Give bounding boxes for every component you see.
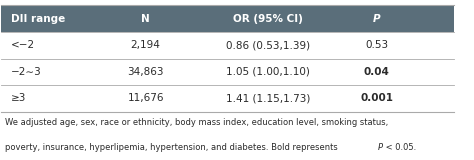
Text: 1.41 (1.15,1.73): 1.41 (1.15,1.73) — [226, 93, 310, 103]
Text: 11,676: 11,676 — [128, 93, 164, 103]
Text: DII range: DII range — [10, 14, 65, 24]
Text: 0.04: 0.04 — [364, 67, 390, 77]
FancyBboxPatch shape — [0, 59, 454, 85]
Text: 0.86 (0.53,1.39): 0.86 (0.53,1.39) — [226, 40, 310, 50]
Text: N: N — [141, 14, 150, 24]
Text: 34,863: 34,863 — [128, 67, 164, 77]
Text: < 0.05.: < 0.05. — [383, 143, 417, 152]
Text: 0.53: 0.53 — [365, 40, 388, 50]
FancyBboxPatch shape — [0, 85, 454, 112]
Text: poverty, insurance, hyperlipemia, hypertension, and diabetes. Bold represents: poverty, insurance, hyperlipemia, hypert… — [5, 143, 341, 152]
Text: We adjusted age, sex, race or ethnicity, body mass index, education level, smoki: We adjusted age, sex, race or ethnicity,… — [5, 118, 389, 127]
Text: 1.05 (1.00,1.10): 1.05 (1.00,1.10) — [226, 67, 310, 77]
Text: −2∼3: −2∼3 — [10, 67, 41, 77]
Text: ≥3: ≥3 — [10, 93, 26, 103]
FancyBboxPatch shape — [0, 5, 454, 32]
Text: P: P — [378, 143, 383, 152]
Text: 0.001: 0.001 — [360, 93, 393, 103]
Text: P: P — [373, 14, 381, 24]
Text: <−2: <−2 — [10, 40, 35, 50]
FancyBboxPatch shape — [0, 32, 454, 59]
Text: 2,194: 2,194 — [131, 40, 161, 50]
Text: OR (95% CI): OR (95% CI) — [233, 14, 303, 24]
